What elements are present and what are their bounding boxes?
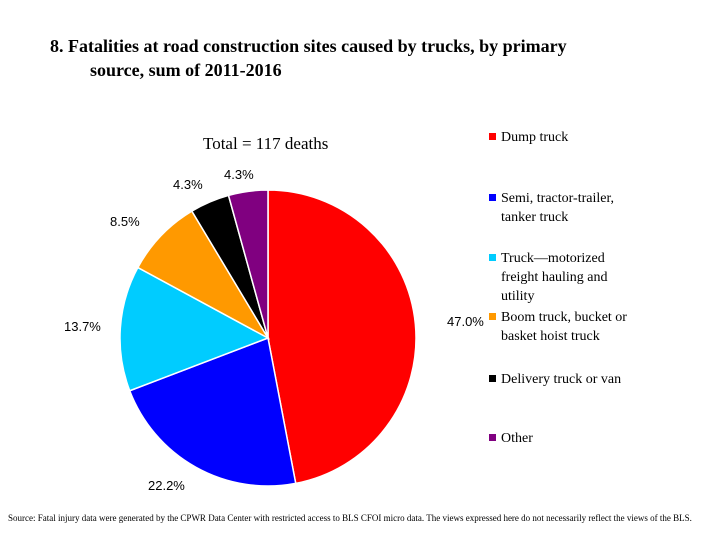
legend-label-line: Other bbox=[501, 431, 533, 446]
legend-label: Delivery truck or van bbox=[501, 370, 671, 389]
chart-subtitle: Total = 117 deaths bbox=[203, 134, 329, 153]
source-note: Source: Fatal injury data were generated… bbox=[8, 513, 692, 523]
legend-label: Other bbox=[501, 429, 671, 448]
legend-label-line: Semi, tractor-trailer, bbox=[501, 191, 615, 206]
legend-swatch bbox=[489, 254, 496, 261]
slice-value-label: 13.7% bbox=[64, 319, 101, 334]
pie-slice bbox=[267, 189, 417, 485]
chart-title: 8. Fatalities at road construction sites… bbox=[50, 34, 670, 82]
legend-label-line: Delivery truck or van bbox=[501, 372, 622, 387]
slice-value-label: 47.0% bbox=[447, 314, 484, 329]
pie-slice bbox=[227, 189, 269, 339]
legend-label-line: Boom truck, bucket or bbox=[501, 310, 627, 325]
pie-labels: 47.0% 22.2% 13.7% 8.5% 4.3% 4.3% bbox=[64, 167, 484, 493]
legend-swatch bbox=[489, 313, 496, 320]
legend-label: Dump truck bbox=[501, 128, 671, 147]
legend-label: Truck—motorized freight hauling and utilit… bbox=[501, 249, 671, 306]
chart-title-line-2: source, sum of 2011-2016 bbox=[90, 60, 282, 80]
legend-swatch bbox=[489, 194, 496, 201]
legend-label-line: Truck—motorized bbox=[501, 251, 605, 266]
slice-value-label: 4.3% bbox=[173, 177, 203, 192]
legend-swatch bbox=[489, 375, 496, 382]
slice-value-label: 4.3% bbox=[224, 167, 254, 182]
legend-label-line: tanker truck bbox=[501, 210, 569, 225]
pie-slice bbox=[119, 266, 270, 392]
slice-value-label: 22.2% bbox=[148, 478, 185, 493]
chart-title-line-1: 8. Fatalities at road construction sites… bbox=[50, 36, 567, 56]
pie-slices bbox=[119, 189, 417, 487]
legend-swatch bbox=[489, 434, 496, 441]
legend-label: Semi, tractor-trailer, tanker truck bbox=[501, 189, 671, 227]
legend-label-line: utility bbox=[501, 289, 535, 304]
slice-value-label: 8.5% bbox=[110, 214, 140, 229]
legend-label-line: Dump truck bbox=[501, 130, 569, 145]
legend-label-line: basket hoist truck bbox=[501, 329, 600, 344]
legend-label-line: freight hauling and bbox=[501, 270, 608, 285]
legend-label: Boom truck, bucket or basket hoist truck bbox=[501, 308, 671, 346]
legend-swatch bbox=[489, 133, 496, 140]
